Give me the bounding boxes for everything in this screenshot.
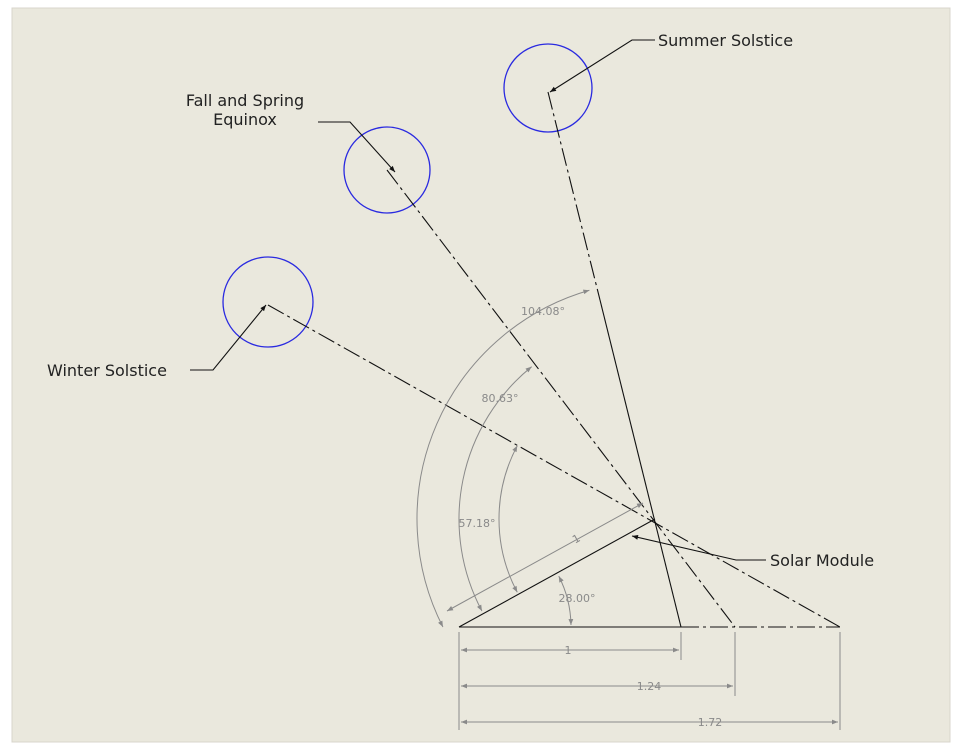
label: Fall and Spring (186, 91, 304, 110)
ray (599, 299, 682, 628)
angle-arc (558, 575, 574, 626)
angle-arc (498, 445, 518, 593)
angle-arc (416, 289, 590, 628)
leader (190, 304, 267, 371)
sun-winter (222, 256, 314, 348)
leader (318, 121, 396, 173)
ray (386, 169, 736, 628)
dim-text: 57.18° (459, 517, 496, 530)
leader (549, 39, 655, 93)
label: Solar Module (770, 551, 874, 570)
label: Winter Solstice (47, 361, 167, 380)
sun-summer (503, 43, 593, 133)
label: Equinox (213, 110, 277, 129)
leader (631, 535, 766, 561)
angle-arc (458, 366, 532, 612)
dim-text: 1 (565, 644, 572, 657)
dim-text: 104.08° (521, 305, 565, 318)
dim-text: 1.24 (637, 680, 662, 693)
dim-text: 28.00° (559, 592, 596, 605)
label: Summer Solstice (658, 31, 793, 50)
sun-equinox (343, 126, 431, 214)
ray (547, 91, 601, 301)
dim-text: 1.72 (698, 716, 723, 729)
